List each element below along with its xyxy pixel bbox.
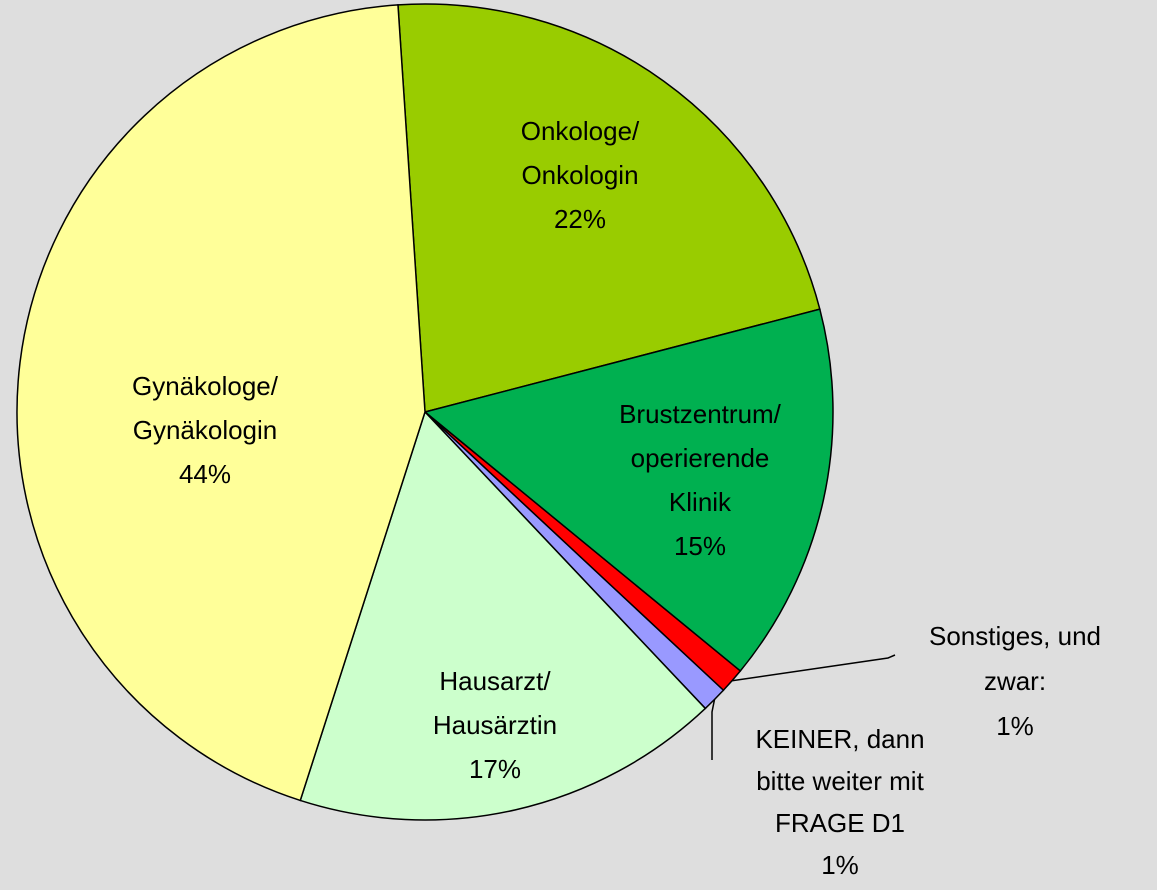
value-label: 1% (821, 850, 859, 880)
slice-label: Brustzentrum/operierende Klinik (619, 399, 782, 517)
value-label: 15% (674, 531, 726, 561)
value-label: 17% (469, 754, 521, 784)
slice-label: Hausarzt/Hausärztin (433, 666, 557, 740)
slice-label: KEINER, dann bitte weiter mit FRAGE D1 (755, 724, 924, 838)
leader-line (711, 699, 716, 760)
value-label: 1% (996, 711, 1034, 741)
value-label: 22% (554, 204, 606, 234)
slice-label: Onkologe/Onkologin (521, 116, 640, 190)
slice-label: Gynäkologe/Gynäkologin (132, 371, 279, 445)
pie-slice (423, 308, 834, 673)
slice-label: Sonstiges, und zwar: (929, 621, 1101, 696)
pie-slice (299, 410, 707, 821)
value-label: 44% (179, 459, 231, 489)
pie-slice (16, 4, 426, 802)
leader-line (731, 654, 896, 682)
pie-slice (397, 3, 821, 413)
